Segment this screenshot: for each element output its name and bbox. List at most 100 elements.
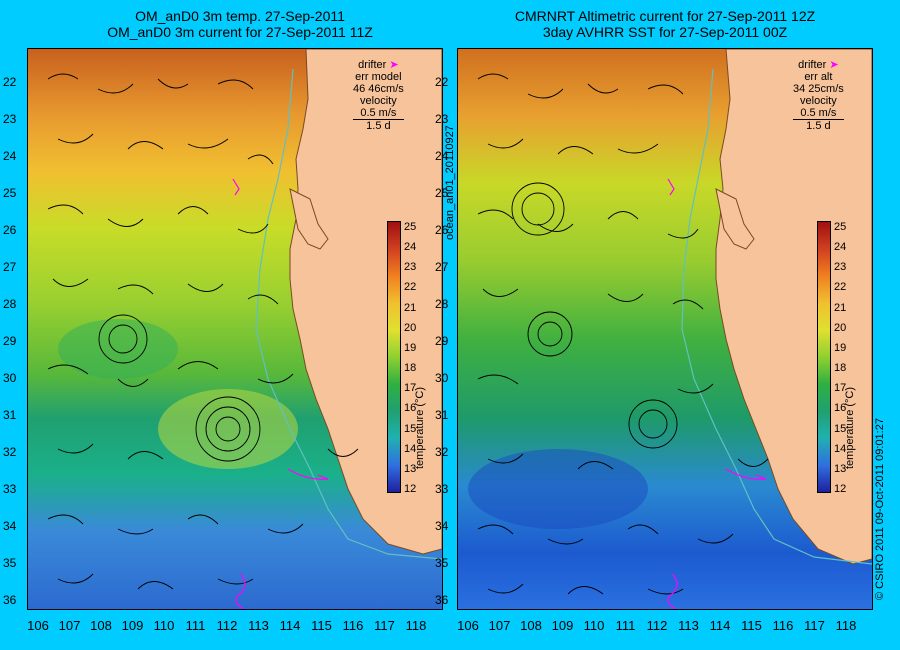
colorbar-tick: 25 bbox=[834, 221, 847, 233]
longitude-label: 117 bbox=[374, 618, 395, 633]
colorbar-tick: 20 bbox=[834, 321, 847, 334]
longitude-label: 107 bbox=[58, 618, 81, 633]
coastline-land bbox=[289, 49, 442, 555]
drifter-label: drifter bbox=[358, 59, 387, 71]
longitude-label: 110 bbox=[153, 618, 175, 633]
colorbar-tick: 12 bbox=[404, 483, 417, 495]
latitude-label: 36 bbox=[435, 593, 449, 607]
left-panel-title: OM_anD0 3m temp. 27-Sep-2011 OM_anD0 3m … bbox=[30, 8, 450, 40]
latitude-label: 28 bbox=[3, 297, 17, 311]
colorbar-tick: 24 bbox=[834, 241, 847, 254]
colorbar-tick: 25 bbox=[404, 221, 417, 233]
longitude-label: 106 bbox=[27, 618, 49, 633]
colorbar-tick: 13 bbox=[404, 462, 417, 475]
err-alt-value: 34 25cm/s bbox=[793, 83, 844, 95]
latitude-label: 29 bbox=[435, 334, 449, 348]
latitude-label: 36 bbox=[3, 593, 17, 607]
colorbar-tick: 18 bbox=[834, 362, 847, 375]
longitude-label: 106 bbox=[457, 618, 479, 633]
colorbar-tick: 23 bbox=[834, 261, 847, 274]
right-colorbar-ticks: 25 24 23 22 21 20 19 18 17 16 15 14 13 12 bbox=[834, 221, 864, 495]
colorbar-tick: 22 bbox=[404, 281, 417, 294]
longitude-label: 113 bbox=[678, 618, 699, 633]
colorbar-tick: 19 bbox=[834, 341, 847, 354]
left-title-line2: OM_anD0 3m current for 27-Sep-2011 11Z bbox=[107, 24, 373, 40]
velocity-time: 1.5 d bbox=[806, 120, 831, 132]
longitude-label: 115 bbox=[311, 618, 332, 633]
colorbar-tick: 17 bbox=[834, 382, 847, 395]
latitude-label: 27 bbox=[3, 260, 17, 274]
current-vectors bbox=[477, 73, 769, 595]
left-colorbar bbox=[387, 221, 401, 493]
drifter-tracks bbox=[667, 178, 767, 609]
longitude-label: 111 bbox=[615, 618, 636, 633]
latitude-label: 23 bbox=[3, 112, 17, 126]
latitude-label: 33 bbox=[435, 482, 449, 496]
longitude-label: 109 bbox=[121, 618, 144, 633]
velocity-scale: 0.5 m/s bbox=[793, 107, 844, 120]
right-colorbar bbox=[817, 221, 831, 493]
colorbar-tick: 18 bbox=[404, 362, 417, 375]
drifter-tracks bbox=[232, 178, 329, 609]
right-legend: drifter ➤ err alt 34 25cm/s velocity 0.5… bbox=[793, 59, 844, 132]
colorbar-tick: 13 bbox=[834, 462, 847, 475]
latitude-label: 32 bbox=[3, 445, 17, 459]
longitude-label: 108 bbox=[90, 618, 112, 633]
latitude-label: 23 bbox=[435, 112, 449, 126]
longitude-label: 109 bbox=[551, 618, 574, 633]
longitude-label: 112 bbox=[216, 618, 238, 633]
colorbar-tick: 17 bbox=[404, 382, 417, 395]
colorbar-tick: 23 bbox=[404, 261, 417, 274]
longitude-label: 108 bbox=[520, 618, 542, 633]
right-panel-title: CMRNRT Altimetric current for 27-Sep-201… bbox=[460, 8, 870, 40]
colorbar-tick: 21 bbox=[834, 301, 847, 314]
right-map-panel: drifter ➤ err alt 34 25cm/s velocity 0.5… bbox=[457, 48, 873, 610]
longitude-label: 113 bbox=[248, 618, 269, 633]
err-model-value: 46 46cm/s bbox=[353, 83, 404, 95]
longitude-label: 118 bbox=[405, 618, 427, 633]
latitude-label: 30 bbox=[3, 371, 17, 385]
latitude-label: 33 bbox=[3, 482, 17, 496]
velocity-time: 1.5 d bbox=[366, 120, 391, 132]
latitude-label: 27 bbox=[435, 260, 449, 274]
latitude-label: 28 bbox=[435, 297, 449, 311]
latitude-label: 35 bbox=[3, 556, 17, 570]
drifter-label: drifter bbox=[798, 59, 827, 71]
colorbar-tick: 15 bbox=[834, 422, 847, 435]
right-title-line1: CMRNRT Altimetric current for 27-Sep-201… bbox=[514, 8, 816, 24]
colorbar-label: temperature (°C) bbox=[844, 386, 856, 469]
longitude-label: 114 bbox=[279, 618, 301, 633]
colorbar-tick: 14 bbox=[834, 442, 847, 455]
err-model-label: err model bbox=[355, 71, 402, 83]
longitude-label: 118 bbox=[835, 618, 857, 633]
left-legend: drifter ➤ err model 46 46cm/s velocity 0… bbox=[353, 59, 404, 132]
drifter-arrow-icon: ➤ bbox=[829, 59, 839, 71]
colorbar-tick: 20 bbox=[404, 321, 417, 334]
colorbar-tick: 16 bbox=[834, 402, 847, 415]
copyright-text: © CSIRO 2011 09-Oct-2011 09:01:27 bbox=[874, 418, 886, 600]
velocity-scale: 0.5 m/s bbox=[353, 107, 404, 120]
colorbar-tick: 22 bbox=[834, 281, 847, 294]
latitude-label: 26 bbox=[3, 223, 17, 237]
latitude-label: 32 bbox=[435, 445, 449, 459]
colorbar-tick: 12 bbox=[834, 483, 847, 495]
latitude-label: 31 bbox=[435, 408, 449, 422]
colorbar-label: temperature (°C) bbox=[414, 386, 426, 469]
left-colorbar-ticks: 25 24 23 22 21 20 19 18 17 16 15 14 13 12 bbox=[404, 221, 434, 495]
longitude-label: 111 bbox=[185, 618, 206, 633]
latitude-label: 24 bbox=[3, 149, 17, 163]
colorbar-tick: 24 bbox=[404, 241, 417, 254]
coastline-land bbox=[715, 49, 872, 565]
left-temperature-map bbox=[28, 49, 442, 609]
left-map-panel: drifter ➤ err model 46 46cm/s velocity 0… bbox=[27, 48, 443, 610]
latitude-label: 22 bbox=[3, 75, 17, 89]
longitude-label: 110 bbox=[583, 618, 605, 633]
err-alt-label: err alt bbox=[804, 71, 833, 83]
right-title-line2: 3day AVHRR SST for 27-Sep-2011 00Z bbox=[542, 24, 788, 40]
colorbar-tick: 15 bbox=[404, 422, 417, 435]
colorbar-tick: 21 bbox=[404, 301, 417, 314]
left-title-line1: OM_anD0 3m temp. 27-Sep-2011 bbox=[135, 8, 345, 24]
latitude-label: 29 bbox=[3, 334, 17, 348]
longitude-label: 117 bbox=[804, 618, 825, 633]
latitude-label: 26 bbox=[435, 223, 449, 237]
